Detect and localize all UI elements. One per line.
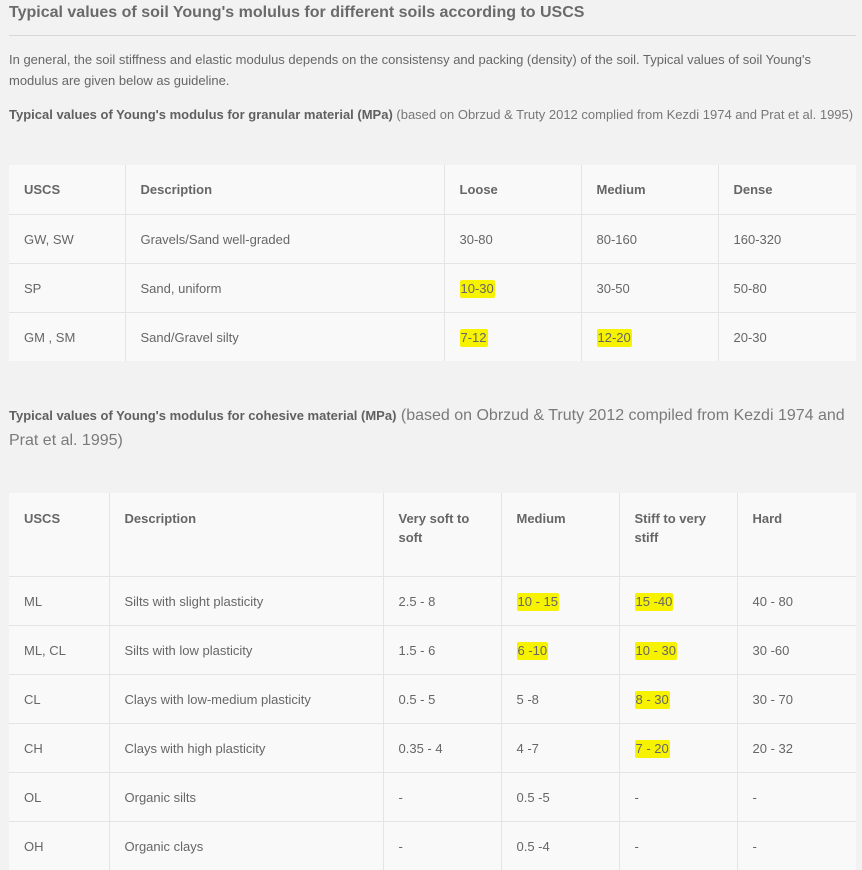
column-header: Medium	[581, 165, 718, 215]
table-row: ML, CL Silts with low plasticity 1.5 - 6…	[9, 626, 856, 675]
table-cell: 50-80	[718, 264, 856, 313]
column-header: Description	[109, 493, 383, 577]
table-row: ML Silts with slight plasticity 2.5 - 8 …	[9, 577, 856, 626]
table-cell: -	[737, 822, 856, 870]
table-cell: CL	[9, 675, 109, 724]
column-header: Very soft to soft	[383, 493, 501, 577]
table-row: GW, SW Gravels/Sand well-graded 30-80 80…	[9, 215, 856, 264]
column-header: USCS	[9, 493, 109, 577]
table-cell: 10-30	[444, 264, 581, 313]
table-cell: 20 - 32	[737, 724, 856, 773]
table-cell: -	[619, 773, 737, 822]
cohesive-table: USCS Description Very soft to soft Mediu…	[9, 493, 856, 870]
table-cell: -	[619, 822, 737, 870]
granular-heading-source: (based on Obrzud & Truty 2012 complied f…	[393, 107, 853, 122]
table-cell: 7-12	[444, 313, 581, 362]
table-cell: 30-80	[444, 215, 581, 264]
table-cell: 0.35 - 4	[383, 724, 501, 773]
table-cell: OL	[9, 773, 109, 822]
table-row: CL Clays with low-medium plasticity 0.5 …	[9, 675, 856, 724]
highlighted-value: 6 -10	[517, 642, 549, 660]
column-header: Hard	[737, 493, 856, 577]
table-cell: 10 - 30	[619, 626, 737, 675]
table-cell: Sand/Gravel silty	[125, 313, 444, 362]
table-cell: 1.5 - 6	[383, 626, 501, 675]
table-cell: Gravels/Sand well-graded	[125, 215, 444, 264]
highlighted-value: 7-12	[460, 329, 488, 347]
table-cell: 30 - 70	[737, 675, 856, 724]
highlighted-value: 7 - 20	[635, 740, 670, 758]
intro-paragraph: In general, the soil stiffness and elast…	[9, 49, 849, 91]
column-header: Loose	[444, 165, 581, 215]
table-cell: 4 -7	[501, 724, 619, 773]
table-row: OH Organic clays - 0.5 -4 - -	[9, 822, 856, 870]
table-row: OL Organic silts - 0.5 -5 - -	[9, 773, 856, 822]
table-cell: Silts with slight plasticity	[109, 577, 383, 626]
table-cell: 20-30	[718, 313, 856, 362]
highlighted-value: 15 -40	[635, 593, 674, 611]
table-cell: GW, SW	[9, 215, 125, 264]
table-cell: 30-50	[581, 264, 718, 313]
granular-table: USCS Description Loose Medium Dense GW, …	[9, 165, 856, 361]
table-cell: -	[383, 773, 501, 822]
highlighted-value: 12-20	[597, 329, 632, 347]
table-cell: ML	[9, 577, 109, 626]
highlighted-value: 8 - 30	[635, 691, 670, 709]
table-row: SP Sand, uniform 10-30 30-50 50-80	[9, 264, 856, 313]
table-cell: 160-320	[718, 215, 856, 264]
table-cell: 5 -8	[501, 675, 619, 724]
table-cell: 0.5 -4	[501, 822, 619, 870]
table-cell: -	[383, 822, 501, 870]
granular-heading: Typical values of Young's modulus for gr…	[9, 105, 859, 124]
table-cell: 7 - 20	[619, 724, 737, 773]
highlighted-value: 10-30	[460, 280, 495, 298]
table-row: GM , SM Sand/Gravel silty 7-12 12-20 20-…	[9, 313, 856, 362]
page-title: Typical values of soil Young's molulus f…	[9, 4, 584, 22]
table-header-row: USCS Description Very soft to soft Mediu…	[9, 493, 856, 577]
table-cell: 40 - 80	[737, 577, 856, 626]
column-header: USCS	[9, 165, 125, 215]
table-cell: Clays with high plasticity	[109, 724, 383, 773]
highlighted-value: 10 - 30	[635, 642, 677, 660]
highlighted-value: 10 - 15	[517, 593, 559, 611]
title-divider	[9, 35, 856, 36]
table-cell: ML, CL	[9, 626, 109, 675]
column-header: Description	[125, 165, 444, 215]
column-header: Stiff to very stiff	[619, 493, 737, 577]
cohesive-heading-bold: Typical values of Young's modulus for co…	[9, 408, 396, 423]
column-header: Dense	[718, 165, 856, 215]
table-cell: Sand, uniform	[125, 264, 444, 313]
table-cell: Silts with low plasticity	[109, 626, 383, 675]
table-cell: 8 - 30	[619, 675, 737, 724]
table-cell: -	[737, 773, 856, 822]
table-cell: 6 -10	[501, 626, 619, 675]
table-cell: OH	[9, 822, 109, 870]
cohesive-heading: Typical values of Young's modulus for co…	[9, 403, 859, 453]
table-cell: 10 - 15	[501, 577, 619, 626]
table-cell: 0.5 -5	[501, 773, 619, 822]
table-cell: 80-160	[581, 215, 718, 264]
table-row: CH Clays with high plasticity 0.35 - 4 4…	[9, 724, 856, 773]
table-cell: 15 -40	[619, 577, 737, 626]
table-cell: CH	[9, 724, 109, 773]
table-cell: 12-20	[581, 313, 718, 362]
table-cell: GM , SM	[9, 313, 125, 362]
column-header: Medium	[501, 493, 619, 577]
table-cell: Clays with low-medium plasticity	[109, 675, 383, 724]
table-cell: 0.5 - 5	[383, 675, 501, 724]
table-cell: 30 -60	[737, 626, 856, 675]
table-cell: Organic silts	[109, 773, 383, 822]
table-header-row: USCS Description Loose Medium Dense	[9, 165, 856, 215]
table-cell: Organic clays	[109, 822, 383, 870]
table-cell: 2.5 - 8	[383, 577, 501, 626]
granular-heading-bold: Typical values of Young's modulus for gr…	[9, 107, 393, 122]
table-cell: SP	[9, 264, 125, 313]
